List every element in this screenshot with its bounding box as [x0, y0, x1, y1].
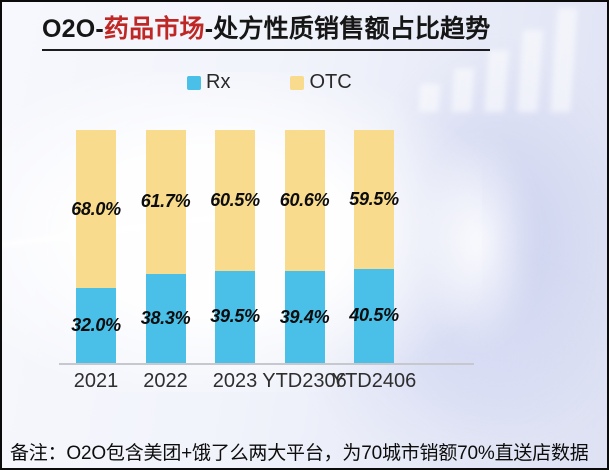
otc-value-label: 59.5% — [349, 188, 399, 209]
x-axis-label: 2021 — [73, 370, 119, 392]
footer-note: 备注：O2O包含美团+饿了么两大平台，为70城市销额70%直送店数据 — [10, 443, 589, 464]
legend-item-rx: Rx — [187, 71, 230, 94]
rx-value-label: 39.5% — [210, 306, 260, 327]
bar-segment-otc: 68.0% — [71, 130, 121, 289]
page-title: O2O-药品市场-处方性质销售额占比趋势 — [42, 9, 491, 51]
legend-item-otc: OTC — [290, 71, 352, 94]
bar-segment-rx: 40.5% — [349, 268, 399, 363]
title-highlight: 药品市场 — [103, 15, 205, 43]
chart-legend: Rx OTC — [187, 71, 352, 94]
rx-value-label: 32.0% — [71, 315, 121, 336]
bar-segment-rx: 39.5% — [210, 270, 260, 363]
bar-segment-otc: 60.6% — [280, 130, 330, 272]
otc-value-label: 61.7% — [140, 191, 191, 212]
bar-segment-otc: 61.7% — [141, 130, 191, 274]
bar-segment-otc: 60.5% — [210, 130, 260, 271]
otc-legend-label: OTC — [309, 71, 352, 93]
rx-legend-swatch — [187, 75, 201, 90]
bar-group-YTD2306: 60.6% 39.4% — [280, 130, 330, 363]
bar-segment-otc: 59.5% — [349, 130, 399, 269]
otc-value-label: 68.0% — [71, 198, 121, 219]
bar-group-2023: 60.5% 39.5% — [210, 130, 260, 363]
bar-segment-rx: 38.3% — [141, 273, 191, 363]
title-prefix: O2O- — [42, 15, 104, 43]
bar-segment-rx: 39.4% — [280, 271, 330, 363]
bar-group-2021: 68.0% 32.0% — [71, 130, 121, 363]
rx-value-label: 39.4% — [279, 306, 330, 327]
x-axis-label: YTD2406 — [331, 370, 417, 392]
otc-legend-swatch — [290, 75, 305, 90]
x-axis-label: 2023 — [212, 370, 258, 392]
rx-value-label: 38.3% — [140, 307, 191, 328]
title-suffix: -处方性质销售额占比趋势 — [204, 15, 491, 43]
rx-legend-label: Rx — [206, 71, 231, 93]
x-axis-label: YTD2306 — [262, 370, 347, 392]
rx-value-label: 40.5% — [349, 305, 399, 326]
x-axis-line — [59, 363, 474, 365]
bar-segment-rx: 32.0% — [71, 288, 121, 363]
bar-group-YTD2406: 59.5% 40.5% — [349, 130, 399, 363]
bar-group-2022: 61.7% 38.3% — [141, 130, 191, 363]
otc-value-label: 60.6% — [279, 190, 330, 211]
x-axis-label: 2022 — [143, 370, 188, 392]
otc-value-label: 60.5% — [210, 189, 260, 210]
